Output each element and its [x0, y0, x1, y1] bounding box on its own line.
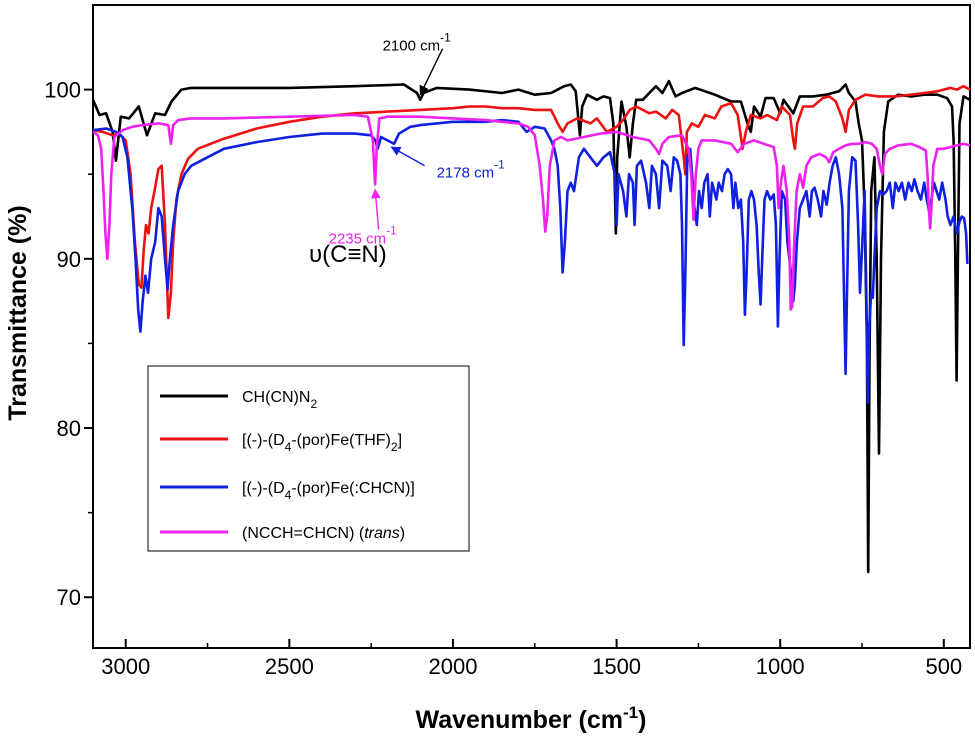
- legend-label-0: CH(CN)N2: [242, 389, 317, 411]
- annotation-label: 2235 cm-1: [329, 224, 398, 248]
- x-axis: 3000 2500 2000 1500 1000 500: [101, 639, 962, 679]
- series-line-3: [92, 113, 971, 311]
- x-tick-label: 1000: [756, 654, 805, 679]
- x-axis-title: Wavenumber (cm-1): [416, 703, 647, 734]
- legend-label-2: [(-)-(D4-(por)Fe(:CHCN)]: [242, 480, 415, 502]
- series-line-0: [91, 79, 971, 574]
- x-tick-label: 1500: [592, 654, 641, 679]
- annotation-arrow: [370, 188, 381, 230]
- legend: CH(CN)N2 [(-)-(D4-(por)Fe(THF)2] [(-)-(D…: [147, 365, 470, 552]
- y-tick-label: 70: [57, 585, 81, 610]
- x-tick-label: 3000: [101, 654, 150, 679]
- y-tick-label: 80: [57, 416, 81, 441]
- annotation-arrow: [390, 146, 425, 167]
- cn-stretch-label: υ(C≡N): [309, 241, 387, 268]
- plot-frame: [92, 4, 971, 649]
- series-layer: [91, 79, 971, 574]
- y-tick-label: 90: [57, 247, 81, 272]
- y-axis-title: Transmittance (%): [4, 205, 32, 420]
- y-tick-label: 100: [44, 78, 81, 103]
- x-tick-label: 2000: [428, 654, 477, 679]
- x-tick-label: 2500: [265, 654, 314, 679]
- annotations: 2100 cm-1 2178 cm-1 2235 cm-1υ(C≡N): [309, 31, 505, 269]
- x-tick-label: 500: [925, 654, 962, 679]
- legend-label-3: (NCCH=CHCN) (trans): [242, 525, 405, 542]
- annotation-arrow: [419, 48, 444, 96]
- y-axis: 70 80 90 100: [44, 78, 93, 610]
- annotation-label: 2100 cm-1: [383, 31, 452, 55]
- series-line-1: [92, 84, 971, 320]
- annotation-label: 2178 cm-1: [437, 158, 506, 182]
- legend-label-1: [(-)-(D4-(por)Fe(THF)2]: [242, 432, 402, 454]
- series-line-2: [92, 118, 969, 404]
